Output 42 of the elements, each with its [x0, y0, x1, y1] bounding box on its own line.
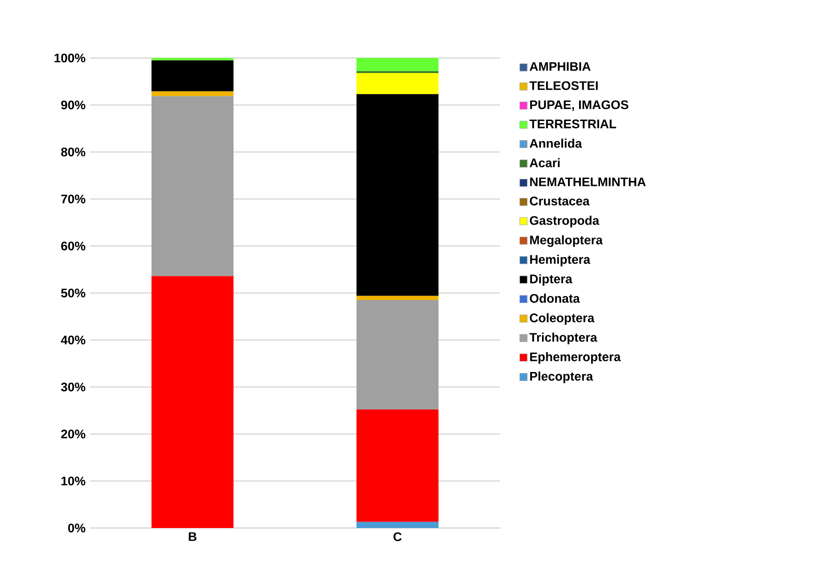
legend-label: Annelida: [530, 138, 582, 148]
y-tick-label: 70%: [61, 194, 86, 204]
x-tick-label: B: [188, 532, 196, 541]
legend-label: PUPAE, IMAGOS: [530, 100, 628, 111]
legend-label: Odonata: [530, 294, 580, 303]
y-tick-label: 60%: [61, 242, 86, 250]
y-tick-label: 40%: [60, 336, 86, 344]
legend-label: Crustacea: [530, 196, 590, 206]
legend-label: Plecoptera: [530, 372, 594, 384]
bar: [152, 58, 234, 60]
y-tick-label: 100%: [54, 54, 86, 62]
y-tick-label: 0%: [68, 524, 86, 532]
legend-label: TERRESTRIAL: [529, 120, 616, 128]
y-tick-label: 80%: [61, 148, 86, 156]
legend-label: Coleoptera: [530, 313, 594, 325]
legend-label: Megaloptera: [530, 235, 603, 247]
bar: [356, 410, 439, 522]
legend-label: AMPHIBIA: [530, 62, 591, 71]
y-tick-label: 30%: [61, 382, 86, 392]
legend-label: Gastropoda: [530, 216, 600, 228]
y-tick-label: 10%: [62, 476, 86, 486]
y-tick-label: 20%: [61, 430, 86, 438]
legend-label: Ephemeroptera: [530, 352, 621, 364]
bar: [356, 94, 439, 296]
legend-label: Acari: [530, 158, 560, 168]
y-tick-label: 50%: [61, 288, 86, 298]
legend-label: TELEOSTEI: [529, 81, 598, 90]
legend-label: NEMATHELMINTHA: [530, 178, 646, 186]
bar: [152, 276, 234, 528]
legend-label: Trichoptera: [529, 332, 598, 344]
legend-label: Diptera: [530, 274, 572, 286]
bar: [152, 91, 234, 96]
bar: [356, 522, 439, 528]
bar: [356, 300, 439, 410]
bar: [356, 296, 439, 300]
bar: [152, 60, 234, 92]
bar: [356, 73, 439, 94]
x-tick-label: C: [394, 532, 402, 542]
y-tick-label: 90%: [61, 100, 86, 110]
bar: [152, 96, 234, 276]
bar: [356, 58, 439, 72]
legend-label: Hemiptera: [530, 254, 590, 266]
